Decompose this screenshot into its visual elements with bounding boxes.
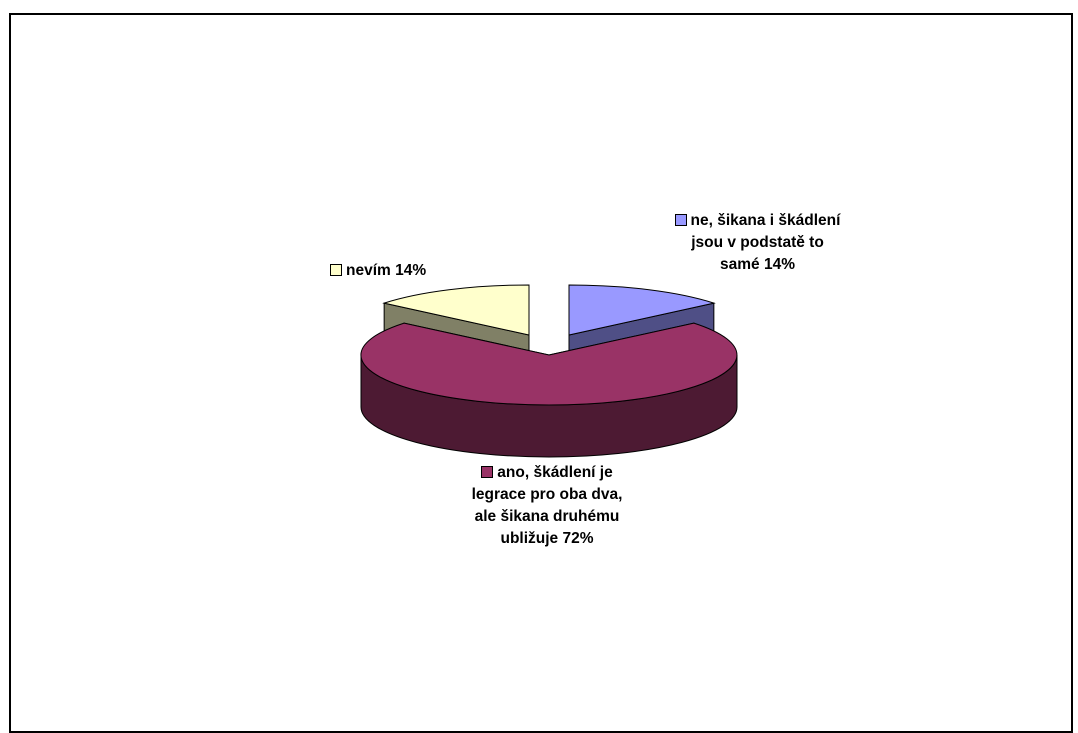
slice-label-nevim: nevím 14%: [330, 260, 490, 282]
slice-label-ano: ano, škádlení je legrace pro oba dva, al…: [447, 462, 647, 550]
slice-label-ano-text: ano, škádlení je legrace pro oba dva, al…: [471, 464, 623, 547]
legend-key-ne: [674, 214, 687, 226]
slice-label-ne: ne, šikana i škádlení jsou v podstatě to…: [650, 210, 865, 276]
legend-key-nevim: [330, 264, 342, 276]
pie-chart: [360, 284, 738, 458]
slice-1: [360, 322, 738, 458]
slice-top-1: [360, 322, 738, 406]
slice-top-0: [568, 284, 716, 336]
legend-key-ano: [481, 466, 494, 478]
slice-top-2: [382, 284, 530, 336]
slice-label-nevim-text: nevím 14%: [346, 262, 427, 279]
slice-label-ne-text: ne, šikana i škádlení jsou v podstatě to…: [690, 212, 841, 273]
